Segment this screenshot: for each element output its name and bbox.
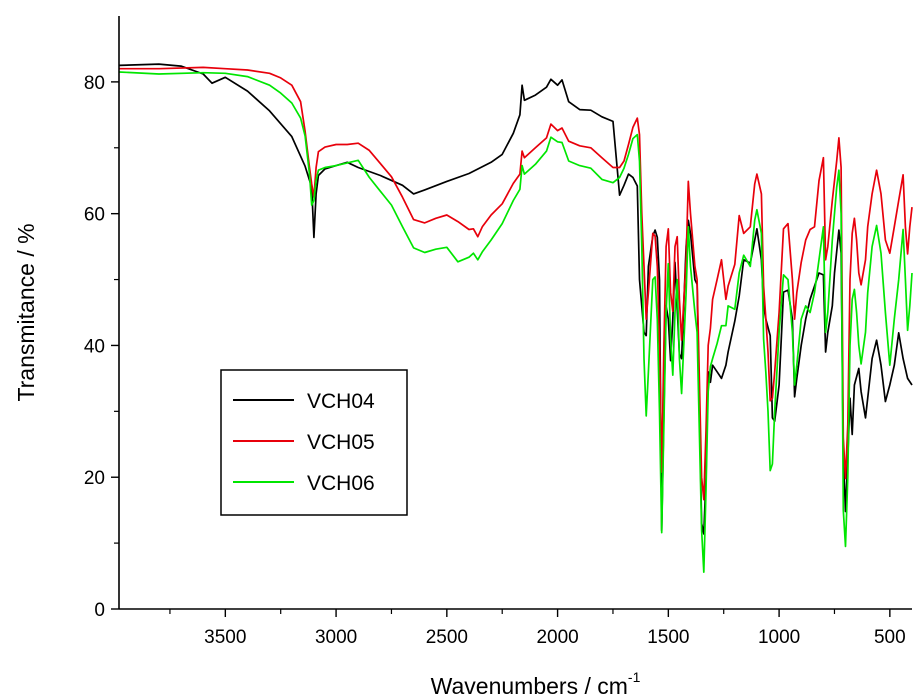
legend: VCH04 VCH05 VCH06 [220, 369, 408, 516]
y-tick-label: 20 [84, 468, 105, 489]
x-axis-title-superscript: -1 [628, 669, 641, 685]
x-tick-label: 2000 [536, 627, 578, 648]
x-tick-label: 1000 [758, 627, 800, 648]
legend-label-vch04: VCH04 [307, 390, 375, 413]
legend-box [220, 369, 408, 516]
series-layer [118, 63, 913, 573]
x-tick-label: 3000 [315, 627, 357, 648]
x-axis-title-main: Wavenumbers / cm [431, 673, 628, 699]
series-line-vch06 [118, 71, 913, 573]
axes [118, 16, 912, 610]
series-line-vch05 [119, 66, 913, 501]
x-tick-label: 2500 [426, 627, 468, 648]
x-axis-title: Wavenumbers / cm-1 [431, 669, 641, 699]
y-ticks: 0 20 40 60 80 [84, 73, 119, 621]
x-tick-label: 1500 [647, 627, 689, 648]
x-tick-label: 500 [874, 627, 906, 648]
y-tick-label: 80 [84, 73, 105, 94]
legend-label-vch05: VCH05 [307, 431, 375, 454]
legend-label-vch06: VCH06 [307, 472, 375, 495]
y-axis-title: Transmitance / % [13, 223, 39, 401]
y-tick-label: 40 [84, 336, 105, 357]
x-tick-label: 3500 [204, 627, 246, 648]
x-ticks: 3500 3000 2500 2000 1500 1000 500 [169, 609, 906, 648]
y-tick-label: 60 [84, 205, 105, 226]
y-tick-label: 0 [94, 600, 105, 621]
